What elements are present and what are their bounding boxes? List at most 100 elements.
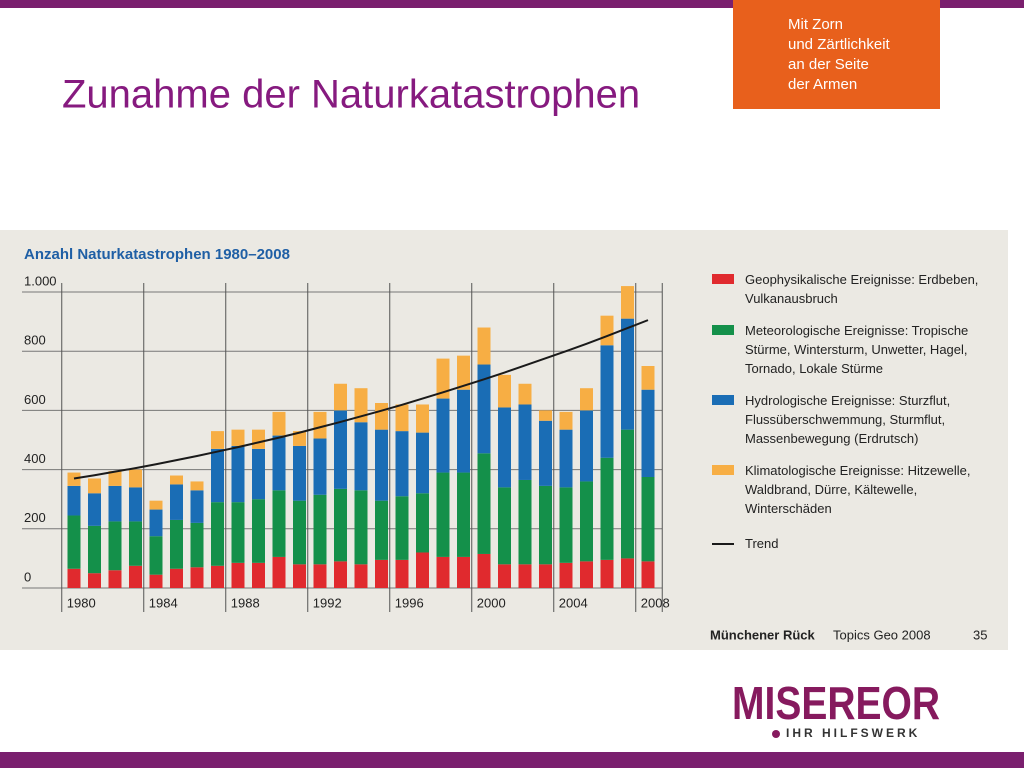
bar-segment [641, 389, 655, 477]
y-tick-label: 800 [24, 333, 46, 348]
bar-segment [395, 404, 409, 432]
y-tick-label: 0 [24, 569, 31, 584]
bar-segment [108, 570, 122, 588]
badge-line: an der Seite [788, 56, 869, 73]
legend-swatch [712, 274, 734, 284]
bar-segment [190, 481, 204, 491]
bar-segment [600, 457, 614, 560]
slide-title: Zunahme der Naturkatastrophen [62, 73, 640, 117]
bar-segment [252, 499, 265, 563]
bar-segment [231, 429, 245, 446]
bar-segment [108, 471, 122, 486]
bar-segment [395, 431, 409, 497]
bar-segment [416, 493, 429, 553]
bar-segment [108, 521, 122, 571]
bar-segment [231, 562, 245, 588]
bar-segment [375, 559, 388, 588]
y-tick-label: 600 [24, 392, 46, 407]
bar-segment [498, 564, 511, 588]
bar-segment [88, 478, 101, 494]
badge-line: und Zärtlichkeit [788, 36, 891, 53]
bar-segment [375, 429, 388, 501]
bar-segment [416, 404, 429, 433]
legend-label: Meteorologische Ereignisse: Tropische St… [745, 323, 969, 376]
bar-segment [354, 422, 368, 491]
bar-segment [621, 286, 634, 319]
bar-segment [211, 502, 224, 566]
bar-segment [641, 477, 655, 562]
bar-segment [518, 404, 532, 480]
bar-segment [539, 410, 552, 421]
bar-segment [272, 490, 286, 557]
legend-swatch [712, 465, 734, 475]
bar-segment [621, 318, 634, 430]
bar-segment [170, 568, 183, 588]
bar-segment [498, 487, 511, 565]
bar-segment [313, 494, 327, 565]
bar-segment [149, 500, 163, 510]
source-publisher: Münchener Rück [710, 627, 816, 642]
legend-label: Hydrologische Ereignisse: Sturzflut, Flu… [745, 393, 951, 446]
bar-segment [354, 564, 368, 588]
bottom-stripe [0, 752, 1024, 768]
bar-segment [436, 358, 450, 399]
y-tick-label: 400 [24, 451, 46, 466]
legend-swatch [712, 543, 734, 545]
bar-segment [108, 485, 122, 522]
legend-swatch [712, 395, 734, 405]
bar-segment [457, 355, 470, 390]
bar-segment [416, 432, 429, 494]
x-tick-label: 2004 [559, 595, 588, 610]
bar-segment [149, 574, 163, 588]
x-tick-label: 1996 [395, 595, 424, 610]
bar-segment [477, 553, 491, 588]
bar-segment [272, 556, 286, 588]
bar-segment [600, 559, 614, 588]
bar-segment [313, 411, 327, 439]
bar-segment [436, 556, 450, 588]
bar-segment [457, 389, 470, 473]
legend: Geophysikalische Ereignisse: Erdbeben, V… [705, 270, 1005, 551]
bar-segment [600, 345, 614, 458]
bar-segment [600, 315, 614, 346]
bar-segment [416, 552, 429, 588]
bar-segment [170, 519, 183, 569]
bar-segment [641, 561, 655, 588]
bar-segment [498, 374, 511, 408]
legend-entry: Geophysikalische Ereignisse: Erdbeben, V… [705, 270, 1005, 308]
bar-segment [129, 521, 142, 566]
chart-title: Anzahl Naturkatastrophen 1980–2008 [24, 246, 290, 263]
bar-segment [580, 388, 593, 411]
bar-segment [252, 448, 265, 500]
legend-entry: Hydrologische Ereignisse: Sturzflut, Flu… [705, 391, 1005, 448]
bar-segment [313, 564, 327, 588]
bar-segment [457, 472, 470, 557]
x-tick-label: 1992 [313, 595, 342, 610]
bar-segment [67, 472, 81, 486]
bar-segment [211, 431, 224, 449]
logo: MISEREOR [732, 677, 940, 729]
bar-segment [621, 558, 634, 588]
bar-segment [457, 556, 470, 588]
plot: 0 200 400 600 800 1.000 1980 1984 1988 1992 1996 20… [22, 273, 670, 612]
bar-segment [354, 388, 368, 423]
legend-label: Trend [745, 536, 779, 551]
bar-segment [252, 562, 265, 588]
bar-segment [477, 364, 491, 454]
bar-segment [518, 479, 532, 565]
bar-segment [170, 484, 183, 520]
bar-segment [539, 485, 552, 565]
bar-segment [88, 493, 101, 526]
bar-segment [149, 536, 163, 575]
bar-segment [436, 398, 450, 473]
bar-segment [129, 565, 142, 588]
bar-segment [88, 525, 101, 574]
bar-segment [313, 438, 327, 495]
bar-segment [211, 565, 224, 588]
bar-segment [67, 515, 81, 569]
bar-segment [190, 567, 204, 588]
bar-segment [231, 502, 245, 563]
bar-segment [334, 383, 347, 411]
bar-segment [293, 564, 306, 588]
bar-segment [293, 445, 306, 501]
